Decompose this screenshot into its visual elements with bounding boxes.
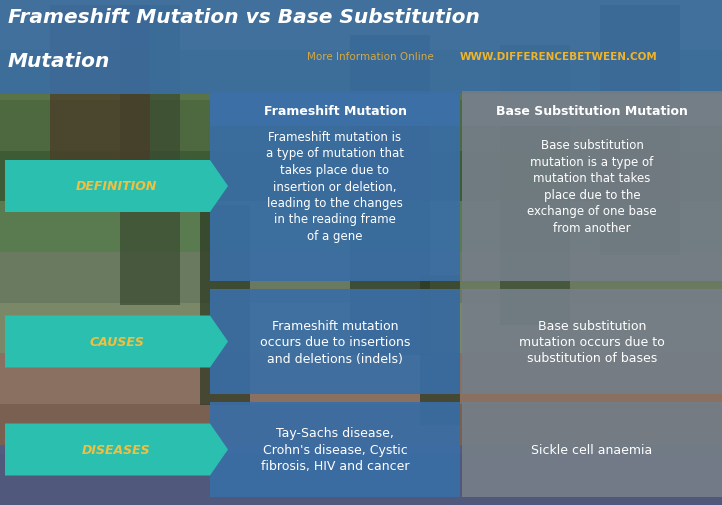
Bar <box>50 6 150 186</box>
Bar <box>462 289 722 394</box>
Bar <box>0 445 722 505</box>
Bar <box>462 402 722 497</box>
Bar <box>462 95 722 127</box>
Bar <box>0 252 722 303</box>
Bar <box>350 36 430 356</box>
Polygon shape <box>5 424 228 476</box>
Bar <box>0 202 722 252</box>
Text: More Information Online: More Information Online <box>307 52 433 62</box>
Polygon shape <box>5 316 228 368</box>
Bar <box>0 0 722 95</box>
Bar <box>0 454 722 505</box>
Bar <box>0 0 722 50</box>
Bar <box>210 289 460 394</box>
Text: DISEASES: DISEASES <box>82 443 151 456</box>
Bar <box>210 95 460 127</box>
Bar <box>0 152 722 202</box>
Bar <box>0 354 722 404</box>
Text: Frameshift mutation
occurs due to insertions
and deletions (indels): Frameshift mutation occurs due to insert… <box>260 319 410 365</box>
Text: DEFINITION: DEFINITION <box>76 180 157 193</box>
Bar <box>0 50 722 101</box>
Bar <box>462 92 722 281</box>
Bar <box>500 46 570 325</box>
Text: Frameshift Mutation vs Base Substitution: Frameshift Mutation vs Base Substitution <box>8 8 480 27</box>
Bar <box>0 303 722 354</box>
Text: WWW.DIFFERENCEBETWEEN.COM: WWW.DIFFERENCEBETWEEN.COM <box>460 52 658 62</box>
Text: Frameshift Mutation: Frameshift Mutation <box>264 105 406 117</box>
Text: Base substitution
mutation occurs due to
substitution of bases: Base substitution mutation occurs due to… <box>519 319 665 365</box>
Bar <box>0 404 722 454</box>
Bar <box>420 275 460 425</box>
Text: Frameshift mutation is
a type of mutation that
takes place due to
insertion or d: Frameshift mutation is a type of mutatio… <box>266 131 404 242</box>
Bar <box>210 92 460 281</box>
Bar <box>200 206 250 405</box>
Text: Base Substitution Mutation: Base Substitution Mutation <box>496 105 688 117</box>
Bar <box>120 6 180 306</box>
Text: Sickle cell anaemia: Sickle cell anaemia <box>531 443 653 456</box>
Bar <box>210 402 460 497</box>
Polygon shape <box>5 161 228 213</box>
Text: Base substitution
mutation is a type of
mutation that takes
place due to the
exc: Base substitution mutation is a type of … <box>527 139 657 234</box>
Text: CAUSES: CAUSES <box>89 335 144 348</box>
Text: Mutation: Mutation <box>8 52 110 71</box>
Bar <box>0 101 722 152</box>
Text: Tay-Sachs disease,
Crohn's disease, Cystic
fibrosis, HIV and cancer: Tay-Sachs disease, Crohn's disease, Cyst… <box>261 427 409 473</box>
Bar <box>600 6 680 256</box>
